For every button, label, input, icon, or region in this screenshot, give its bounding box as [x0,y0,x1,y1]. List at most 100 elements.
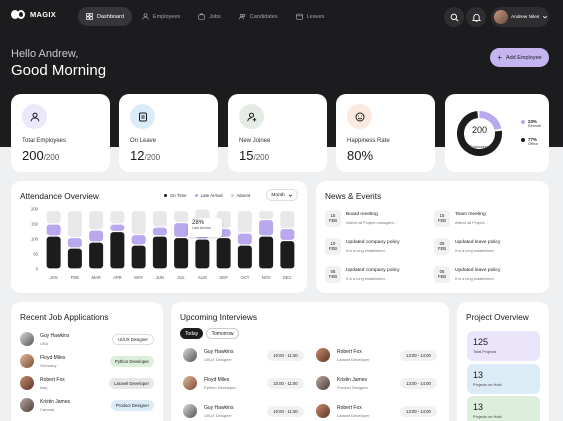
job-application-row[interactable]: Kristin James Canada Product Designer [20,397,154,413]
avatar [316,404,330,418]
time-tag: 13:00 - 14:00 [400,406,437,417]
bar-on-time[interactable] [89,242,104,269]
bar-absent[interactable] [259,211,274,219]
bar-late-arrival[interactable] [174,223,189,237]
bar-on-time[interactable] [174,238,189,269]
bar-late-arrival[interactable] [67,238,82,248]
period-select[interactable]: Month [266,189,298,201]
attendance-panel: Attendance Overview On Time Late Arrival… [11,181,307,293]
bar-on-time[interactable] [46,236,61,269]
y-tick-label: 100 [31,237,39,242]
bar-absent[interactable] [174,211,189,222]
nav-item-jobs[interactable]: Jobs [190,7,229,26]
attendance-legend: On Time Late Arrival Absent [164,193,250,198]
tab-today[interactable]: Today [180,328,203,339]
legend-office: 77% Office [521,137,538,146]
date-chip: 15 FEB [434,210,450,227]
project-card-on-hold[interactable]: 13 Projects on Hold [467,364,540,394]
bar-on-time[interactable] [195,239,210,269]
avatar [20,398,34,412]
bar-absent[interactable] [131,211,146,234]
stat-card-on-leave: On Leave 12/200 [119,94,218,172]
bar-absent[interactable] [280,211,295,228]
search-button[interactable] [444,7,464,27]
role-tag: Product Designer [110,400,154,411]
bar-late-arrival[interactable] [110,224,125,231]
panel-title: Upcoming Interviews [180,312,258,322]
stat-card-total-employees: Total Employees 200/200 [11,94,110,172]
x-tick-label: MAR [91,275,100,280]
bar-late-arrival[interactable] [259,220,274,236]
x-tick-label: AUG [198,275,207,280]
bar-late-arrival[interactable] [89,230,104,242]
search-icon [450,13,458,21]
role-tag: Laravel Developer [109,378,154,389]
news-item[interactable]: 08 FEB Updated leave policy It is a long e… [434,266,500,283]
bar-on-time[interactable] [67,248,82,269]
news-item[interactable]: 15 FEB Board meeting Attend all Project ma… [325,210,397,227]
stat-label: New Joinee [239,138,271,144]
interview-row[interactable]: Guy Hawkins UI/UX Designer 10:00 - 11:00 [183,347,304,363]
notifications-button[interactable] [466,7,486,27]
logo[interactable]: MAGIX [11,10,56,19]
user-profile-menu[interactable]: Andrew Niles [491,7,549,27]
smile-icon [347,104,372,129]
chart-tooltip: 28% Late Arrives [188,218,222,237]
bar-on-time[interactable] [110,232,125,269]
stat-label: On Leave [130,138,157,144]
news-item[interactable]: 09 FEB Updated leave policy It is a long e… [434,238,500,255]
nav-item-dashboard[interactable]: Dashboard [78,7,132,26]
bar-late-arrival[interactable] [280,229,295,240]
x-tick-label: OCT [240,275,249,280]
project-card-total[interactable]: 125 Total Projects [467,331,540,361]
tab-tomorrow[interactable]: Tomorrow [206,328,239,339]
avatar [20,354,34,368]
news-item[interactable]: 10 FEB Updated company policy It is a long… [325,238,400,255]
x-tick-label: MAY [134,275,143,280]
date-chip: 15 FEB [325,210,341,227]
news-item[interactable]: 08 FEB Updated company policy It is a long… [325,266,400,283]
bar-late-arrival[interactable] [46,224,61,236]
greeting-hello: Hello Andrew, [11,48,79,60]
interview-row[interactable]: Floyd Miles Python Developer 10:00 - 11:0… [183,375,304,391]
nav-item-candidates[interactable]: Candidates [231,7,286,26]
bar-absent[interactable] [67,211,82,237]
bar-on-time[interactable] [259,236,274,269]
bar-on-time[interactable] [131,245,146,269]
news-item[interactable]: 15 FEB Team meeting Attend all Project... [434,210,488,227]
bar-on-time[interactable] [280,241,295,269]
interview-row[interactable]: Kristin James Product Designer 13:00 - 14… [316,375,437,391]
panel-title: Attendance Overview [20,191,99,201]
bar-on-time[interactable] [216,238,231,269]
bar-absent[interactable] [237,211,252,233]
main-menu: Dashboard Employees Jobs Candidates Leav… [78,7,332,26]
page-title: Good Morning [11,62,107,79]
add-employee-button[interactable]: + Add Employee [490,48,549,67]
bar-absent[interactable] [46,211,61,224]
job-application-row[interactable]: Floyd Miles Germany Python Developer [20,353,154,369]
bar-on-time[interactable] [237,245,252,269]
stat-value: 200/200 [22,148,60,163]
bar-absent[interactable] [110,211,125,224]
avatar [183,376,197,390]
bar-absent[interactable] [89,211,104,230]
nav-item-leaves[interactable]: Leaves [288,7,333,26]
stat-value: 80% [347,148,374,163]
interview-row[interactable]: Robert Fox Laravel Developer 13:00 - 14:0… [316,403,437,419]
project-card-on-hold[interactable]: 13 Projects on Hold [467,396,540,421]
job-application-row[interactable]: Guy Hawkins USA UI/UX Designer [20,331,154,347]
avatar [20,376,34,390]
nav-item-employees[interactable]: Employees [134,7,188,26]
calendar-icon [295,13,303,20]
stat-card-new-joinee: New Joinee 15/200 [228,94,327,172]
bar-on-time[interactable] [152,236,167,269]
donut-slice-remote [457,111,502,156]
bar-late-arrival[interactable] [131,235,146,245]
job-application-row[interactable]: Robert Fox Italy Laravel Developer [20,375,154,391]
interview-row[interactable]: Guy Hawkins UI/UX Designer 10:00 - 11:00 [183,403,304,419]
bar-late-arrival[interactable] [237,233,252,245]
donut-slice-office [457,111,502,156]
interview-row[interactable]: Robert Fox Laravel Developer 13:00 - 14:0… [316,347,437,363]
bar-absent[interactable] [152,211,167,227]
bar-late-arrival[interactable] [152,227,167,236]
